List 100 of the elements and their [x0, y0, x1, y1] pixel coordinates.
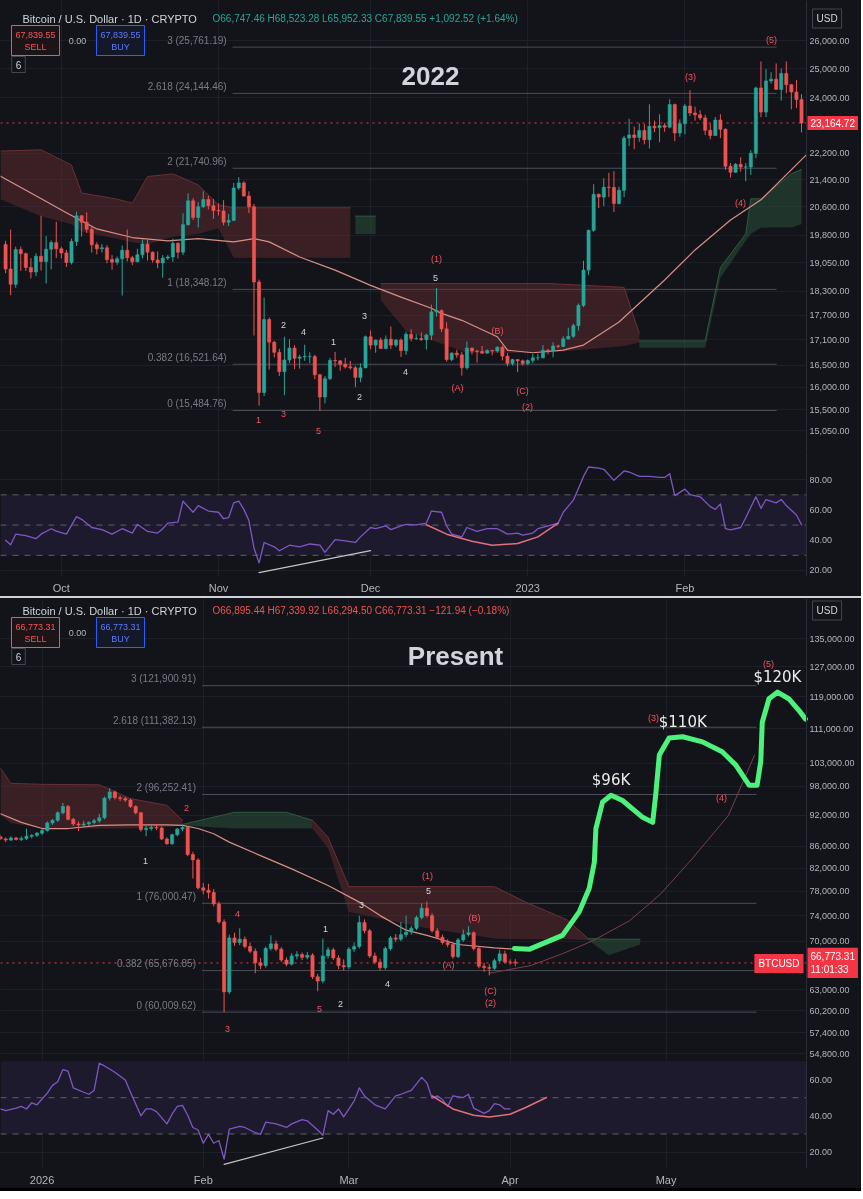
candlestick [292, 344, 297, 370]
candlestick [743, 162, 748, 182]
annotation: 0.00 [68, 627, 87, 638]
y-tick-label: 78,000.00 [809, 886, 850, 897]
candlestick [388, 325, 393, 350]
annotation: (5) [763, 658, 774, 669]
annotation: 1 [331, 336, 337, 347]
candlestick [368, 330, 373, 350]
annotation: 4 [301, 326, 307, 337]
x-tick-label: Apr [501, 1173, 519, 1186]
candlestick [667, 98, 672, 129]
y-tick-label: 80.00 [809, 474, 833, 485]
y-tick-label: 15,500.00 [809, 404, 850, 415]
annotation: 5 [426, 885, 432, 896]
candlestick [465, 340, 469, 371]
annotation: 4 [235, 908, 241, 919]
y-tick-label: 60,200.00 [809, 1005, 850, 1016]
annotation: 5 [433, 272, 439, 283]
candlestick [601, 177, 606, 207]
x-tick-label: Feb [675, 581, 695, 594]
y-tick-label: 82,000.00 [809, 863, 850, 874]
candlestick [39, 215, 43, 271]
x-tick-label: Oct [52, 581, 70, 594]
y-tick-label: 25,000.00 [809, 63, 850, 74]
annotation: (2) [485, 997, 496, 1008]
y-tick-label: 74,000.00 [809, 910, 850, 921]
y-tick-label: 24,000.00 [809, 92, 850, 103]
ref-line-label: 66,773.31 11:01:33 [810, 950, 856, 976]
annotation: (3) [648, 712, 659, 723]
line-series [425, 522, 559, 546]
y-tick-label: 135,000.00 [809, 633, 855, 644]
y-tick-label: 60.00 [809, 1074, 833, 1085]
y-tick-label: 127,000.00 [809, 661, 855, 672]
y-tick-label: 16,000.00 [809, 382, 850, 393]
x-tick-label: Mar [339, 1173, 359, 1186]
annotation: (C) [516, 385, 529, 396]
text: Bitcoin / U.S. Dollar · 1D · CRYPTO [22, 604, 198, 617]
annotation: O66,747.46 H68,523.28 L65,952.33 C67,839.55 +1,092.52 (+1.64%) [212, 13, 518, 24]
annotation: $110K [658, 712, 708, 731]
y-tick-label: 119,000.00 [809, 691, 854, 702]
y-tick-label: 40.00 [809, 1110, 833, 1121]
candlestick [637, 122, 642, 143]
candlestick [459, 351, 464, 377]
annotation: 67,839.55 SELL [15, 29, 56, 52]
annotation: BTCUSD [758, 958, 800, 969]
annotation: $96K [591, 771, 632, 790]
candlestick [267, 316, 272, 371]
candlestick [546, 348, 550, 355]
y-tick-label: 111,000.00 [809, 723, 854, 734]
x-tick-label: Feb [193, 1173, 213, 1186]
annotation: (4) [716, 792, 727, 803]
annotation: 3 [362, 310, 368, 321]
y-tick-label: 103,000.00 [809, 758, 855, 769]
y-tick-label: 20,600.00 [809, 201, 850, 212]
annotation: (B) [491, 325, 504, 336]
y-tick-label: 20.00 [809, 1147, 833, 1158]
annotation: 3 [225, 1023, 231, 1034]
y-tick-label: 20.00 [809, 565, 833, 576]
annotation: 5 [316, 425, 322, 436]
ref-line-label: 0 (15,484.76) [167, 398, 227, 409]
annotation: 66,773.31 BUY [100, 621, 141, 644]
annotation: (C) [484, 985, 497, 996]
line-series [0, 1062, 511, 1160]
y-tick-label: 60.00 [809, 504, 833, 515]
annotation: (5) [766, 34, 777, 45]
annotation: (A) [442, 959, 455, 970]
y-tick-label: 57,400.00 [809, 1027, 850, 1038]
annotation: 2 [338, 998, 344, 1009]
candlestick [34, 252, 38, 277]
candlestick [100, 243, 104, 254]
y-tick-label: 19,800.00 [809, 230, 850, 241]
ref-line-label: 1 (18,348.12) [167, 276, 227, 288]
annotation: 0.00 [68, 35, 87, 46]
ref-line-label: 3 (25,761.19) [167, 34, 227, 46]
annotation: 66,773.31 SELL [15, 621, 56, 644]
annotation: (2) [522, 401, 533, 412]
x-tick-label: 2026 [29, 1173, 55, 1186]
annotation: 6 [15, 651, 22, 663]
candlestick [399, 337, 403, 358]
y-tick-label: 18,300.00 [809, 286, 850, 297]
annotation: 6 [15, 59, 22, 71]
candlestick [191, 197, 196, 221]
candlestick [632, 126, 637, 150]
y-tick-label: 54,800.00 [809, 1048, 850, 1059]
annotation: O66,895.44 H67,339.92 L66,294.50 C66,773.31 −121.94 (−0.18%) [212, 605, 510, 616]
ref-line-label: 2.618 (111,382.13) [112, 714, 196, 726]
y-tick-label: 63,000.00 [809, 984, 850, 995]
line-series [431, 1095, 548, 1118]
annotation: $120K [753, 668, 803, 687]
annotation: (A) [451, 382, 464, 393]
x-tick-label: Dec [360, 581, 381, 594]
annotation: 67,839.55 BUY [100, 29, 141, 52]
ref-line-label: 2 (21,740.96) [167, 155, 227, 167]
annotation: 4 [403, 366, 409, 377]
annotation: (1) [422, 870, 433, 881]
y-tick-label: 16,500.00 [809, 360, 850, 371]
annotation: 2 [357, 391, 363, 402]
candlestick [404, 331, 408, 356]
annotation: (B) [468, 912, 481, 923]
annotation: USD [816, 13, 838, 24]
